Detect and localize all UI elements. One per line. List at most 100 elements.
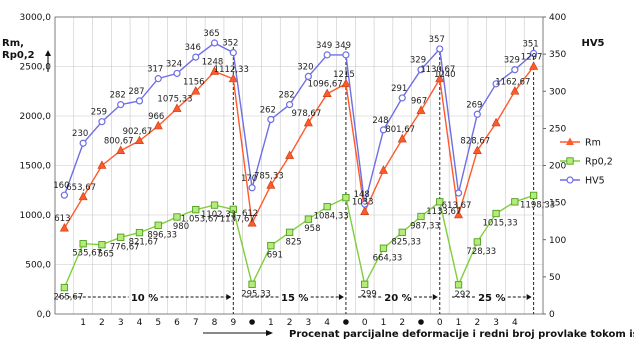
data-point <box>529 61 539 70</box>
series-line <box>251 83 347 224</box>
data-point <box>229 205 237 214</box>
data-label: 1248 <box>202 57 224 67</box>
x-tick-label: 9 <box>230 318 236 328</box>
data-label: 269 <box>466 100 482 110</box>
data-point <box>323 203 331 211</box>
data-point <box>511 66 519 74</box>
data-label: 978,67 <box>292 109 322 119</box>
data-point <box>267 115 275 124</box>
data-label: 160 <box>53 181 69 191</box>
data-label: 653,67 <box>66 183 96 193</box>
data-point <box>530 49 538 57</box>
data-point <box>322 88 332 98</box>
segment-label: 10 % <box>131 293 158 304</box>
data-point <box>248 184 256 192</box>
data-label: 1137,67 <box>220 214 255 224</box>
segment-label: 25 % <box>478 293 505 304</box>
series-layer <box>59 39 539 292</box>
data-label: 282 <box>110 91 126 101</box>
data-point <box>266 180 276 189</box>
data-point <box>247 218 257 227</box>
x-tick-label: 0 <box>437 318 443 328</box>
data-point <box>135 97 144 105</box>
data-label: 828,67 <box>460 137 490 147</box>
data-label: 259 <box>91 108 107 118</box>
data-point <box>192 206 200 214</box>
data-point <box>360 206 370 216</box>
y-left-tick-label: 2500,0 <box>20 63 52 73</box>
data-point <box>78 191 88 201</box>
data-point <box>379 126 388 134</box>
data-point <box>191 86 201 95</box>
series-line <box>63 42 234 196</box>
data-label: 291 <box>391 84 407 94</box>
series-line <box>63 70 234 229</box>
y-left-axis-title: Rm, <box>2 38 24 49</box>
y-right-tick-label: 0 <box>549 310 555 320</box>
data-point <box>173 213 181 221</box>
data-label: 299 <box>361 289 377 299</box>
y-left-tick-label: 0,0 <box>37 310 52 320</box>
series-line <box>232 209 253 285</box>
data-point <box>435 73 445 83</box>
data-point <box>378 165 388 174</box>
y-right-tick-label: 300 <box>549 87 566 97</box>
data-point <box>379 244 388 252</box>
data-label: 320 <box>297 62 313 72</box>
x-tick-label: 2 <box>474 318 480 328</box>
data-label: 821,67 <box>129 238 159 248</box>
data-point <box>210 39 219 47</box>
y-left-tick-label: 1000,0 <box>20 211 52 221</box>
data-point <box>303 117 313 127</box>
data-label: 230 <box>72 129 88 139</box>
data-point <box>79 240 87 248</box>
data-point <box>416 105 426 114</box>
legend-label: Rm <box>585 138 601 149</box>
y-right-tick-label: 200 <box>549 162 566 172</box>
data-label: 728,33 <box>466 247 496 257</box>
data-label: 613,67 <box>442 201 472 211</box>
x-tick-label: 3 <box>118 318 124 328</box>
data-label: 282 <box>278 91 294 101</box>
data-label: 287 <box>128 87 144 97</box>
data-point <box>267 242 275 250</box>
data-label: 902,67 <box>123 127 153 137</box>
data-label: 1215 <box>333 70 355 80</box>
y-right-tick-label: 150 <box>549 199 566 209</box>
segment-arrows: 10 % 15 % 20 % 25 % <box>57 293 532 304</box>
axes: 0,0 500,0 1000,0 1500,0 2000,0 2500,0 3000,0 0 5… <box>20 13 567 328</box>
series-line <box>439 48 460 194</box>
data-point <box>98 118 106 126</box>
data-point <box>491 117 501 127</box>
data-point <box>473 110 481 118</box>
data-point <box>510 86 520 95</box>
x-tick-label: 2 <box>287 318 293 328</box>
series-line <box>345 54 366 205</box>
data-label: 987,33 <box>410 221 440 231</box>
data-point <box>285 150 295 159</box>
data-label: 329 <box>410 56 426 66</box>
data-label: 1162,67 <box>495 77 530 87</box>
x-tick-label: 1 <box>456 318 462 328</box>
data-point <box>248 280 256 288</box>
series-line <box>439 201 460 285</box>
data-point <box>60 283 69 292</box>
data-label: 1102,33 <box>201 210 236 220</box>
data-label: 317 <box>147 65 163 75</box>
data-point <box>529 191 538 200</box>
series-line <box>232 52 253 188</box>
series-line <box>232 78 253 224</box>
data-point <box>229 49 237 57</box>
data-point <box>304 72 312 81</box>
data-label: 1112,33 <box>214 65 249 75</box>
y-left-tick-label: 1500,0 <box>20 162 52 172</box>
data-point <box>398 228 406 236</box>
x-tick-label: 7 <box>193 318 199 328</box>
data-point <box>473 238 481 246</box>
data-label: 1297 <box>521 53 543 63</box>
y-right-tick-label: 350 <box>549 50 566 60</box>
data-label: 1096,67 <box>308 80 343 90</box>
y-right-tick-label: 250 <box>549 124 566 134</box>
data-point <box>454 209 464 219</box>
data-point <box>210 66 220 75</box>
